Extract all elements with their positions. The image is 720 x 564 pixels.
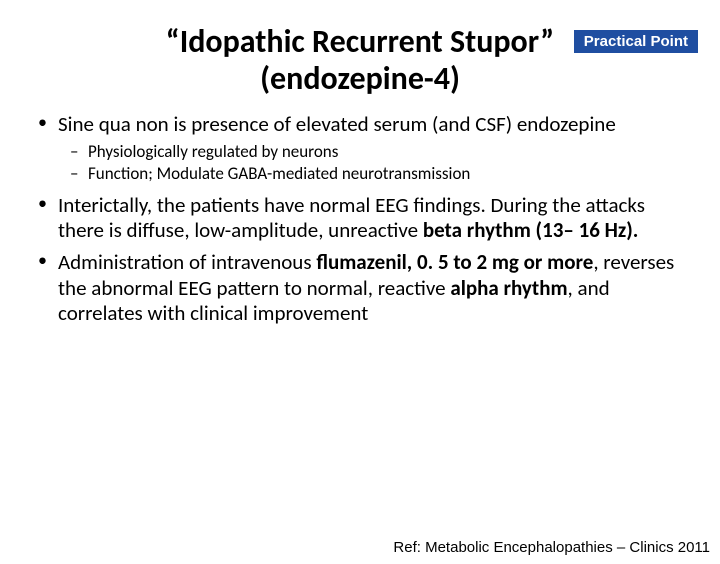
bullet-3-bold-1: flumazenil, 0. 5 to 2 mg or more xyxy=(316,249,593,275)
bullet-3-pre: Administration of intravenous xyxy=(58,249,316,275)
title-line-1: “Idopathic Recurrent Stupor” xyxy=(166,22,554,61)
practical-point-badge: Practical Point xyxy=(574,30,698,53)
bullet-1-sub-1: Physiologically regulated by neurons xyxy=(88,141,690,162)
bullet-1-sublist: Physiologically regulated by neurons Fun… xyxy=(58,141,690,185)
bullet-2-bold: beta rhythm (13– 16 Hz). xyxy=(423,217,639,243)
title-line-2: (endozepine-4) xyxy=(260,59,460,98)
slide-body: Sine qua non is presence of elevated ser… xyxy=(0,112,720,327)
bullet-1-sub-2: Function; Modulate GABA-mediated neurotr… xyxy=(88,163,690,184)
bullet-3-bold-2: alpha rhythm xyxy=(450,275,567,301)
bullet-2: Interictally, the patients have normal E… xyxy=(58,193,690,244)
bullet-list: Sine qua non is presence of elevated ser… xyxy=(30,112,690,327)
bullet-3: Administration of intravenous flumazenil… xyxy=(58,250,690,327)
bullet-1-text: Sine qua non is presence of elevated ser… xyxy=(58,111,616,137)
bullet-1: Sine qua non is presence of elevated ser… xyxy=(58,112,690,185)
reference-citation: Ref: Metabolic Encephalopathies – Clinic… xyxy=(393,539,710,556)
